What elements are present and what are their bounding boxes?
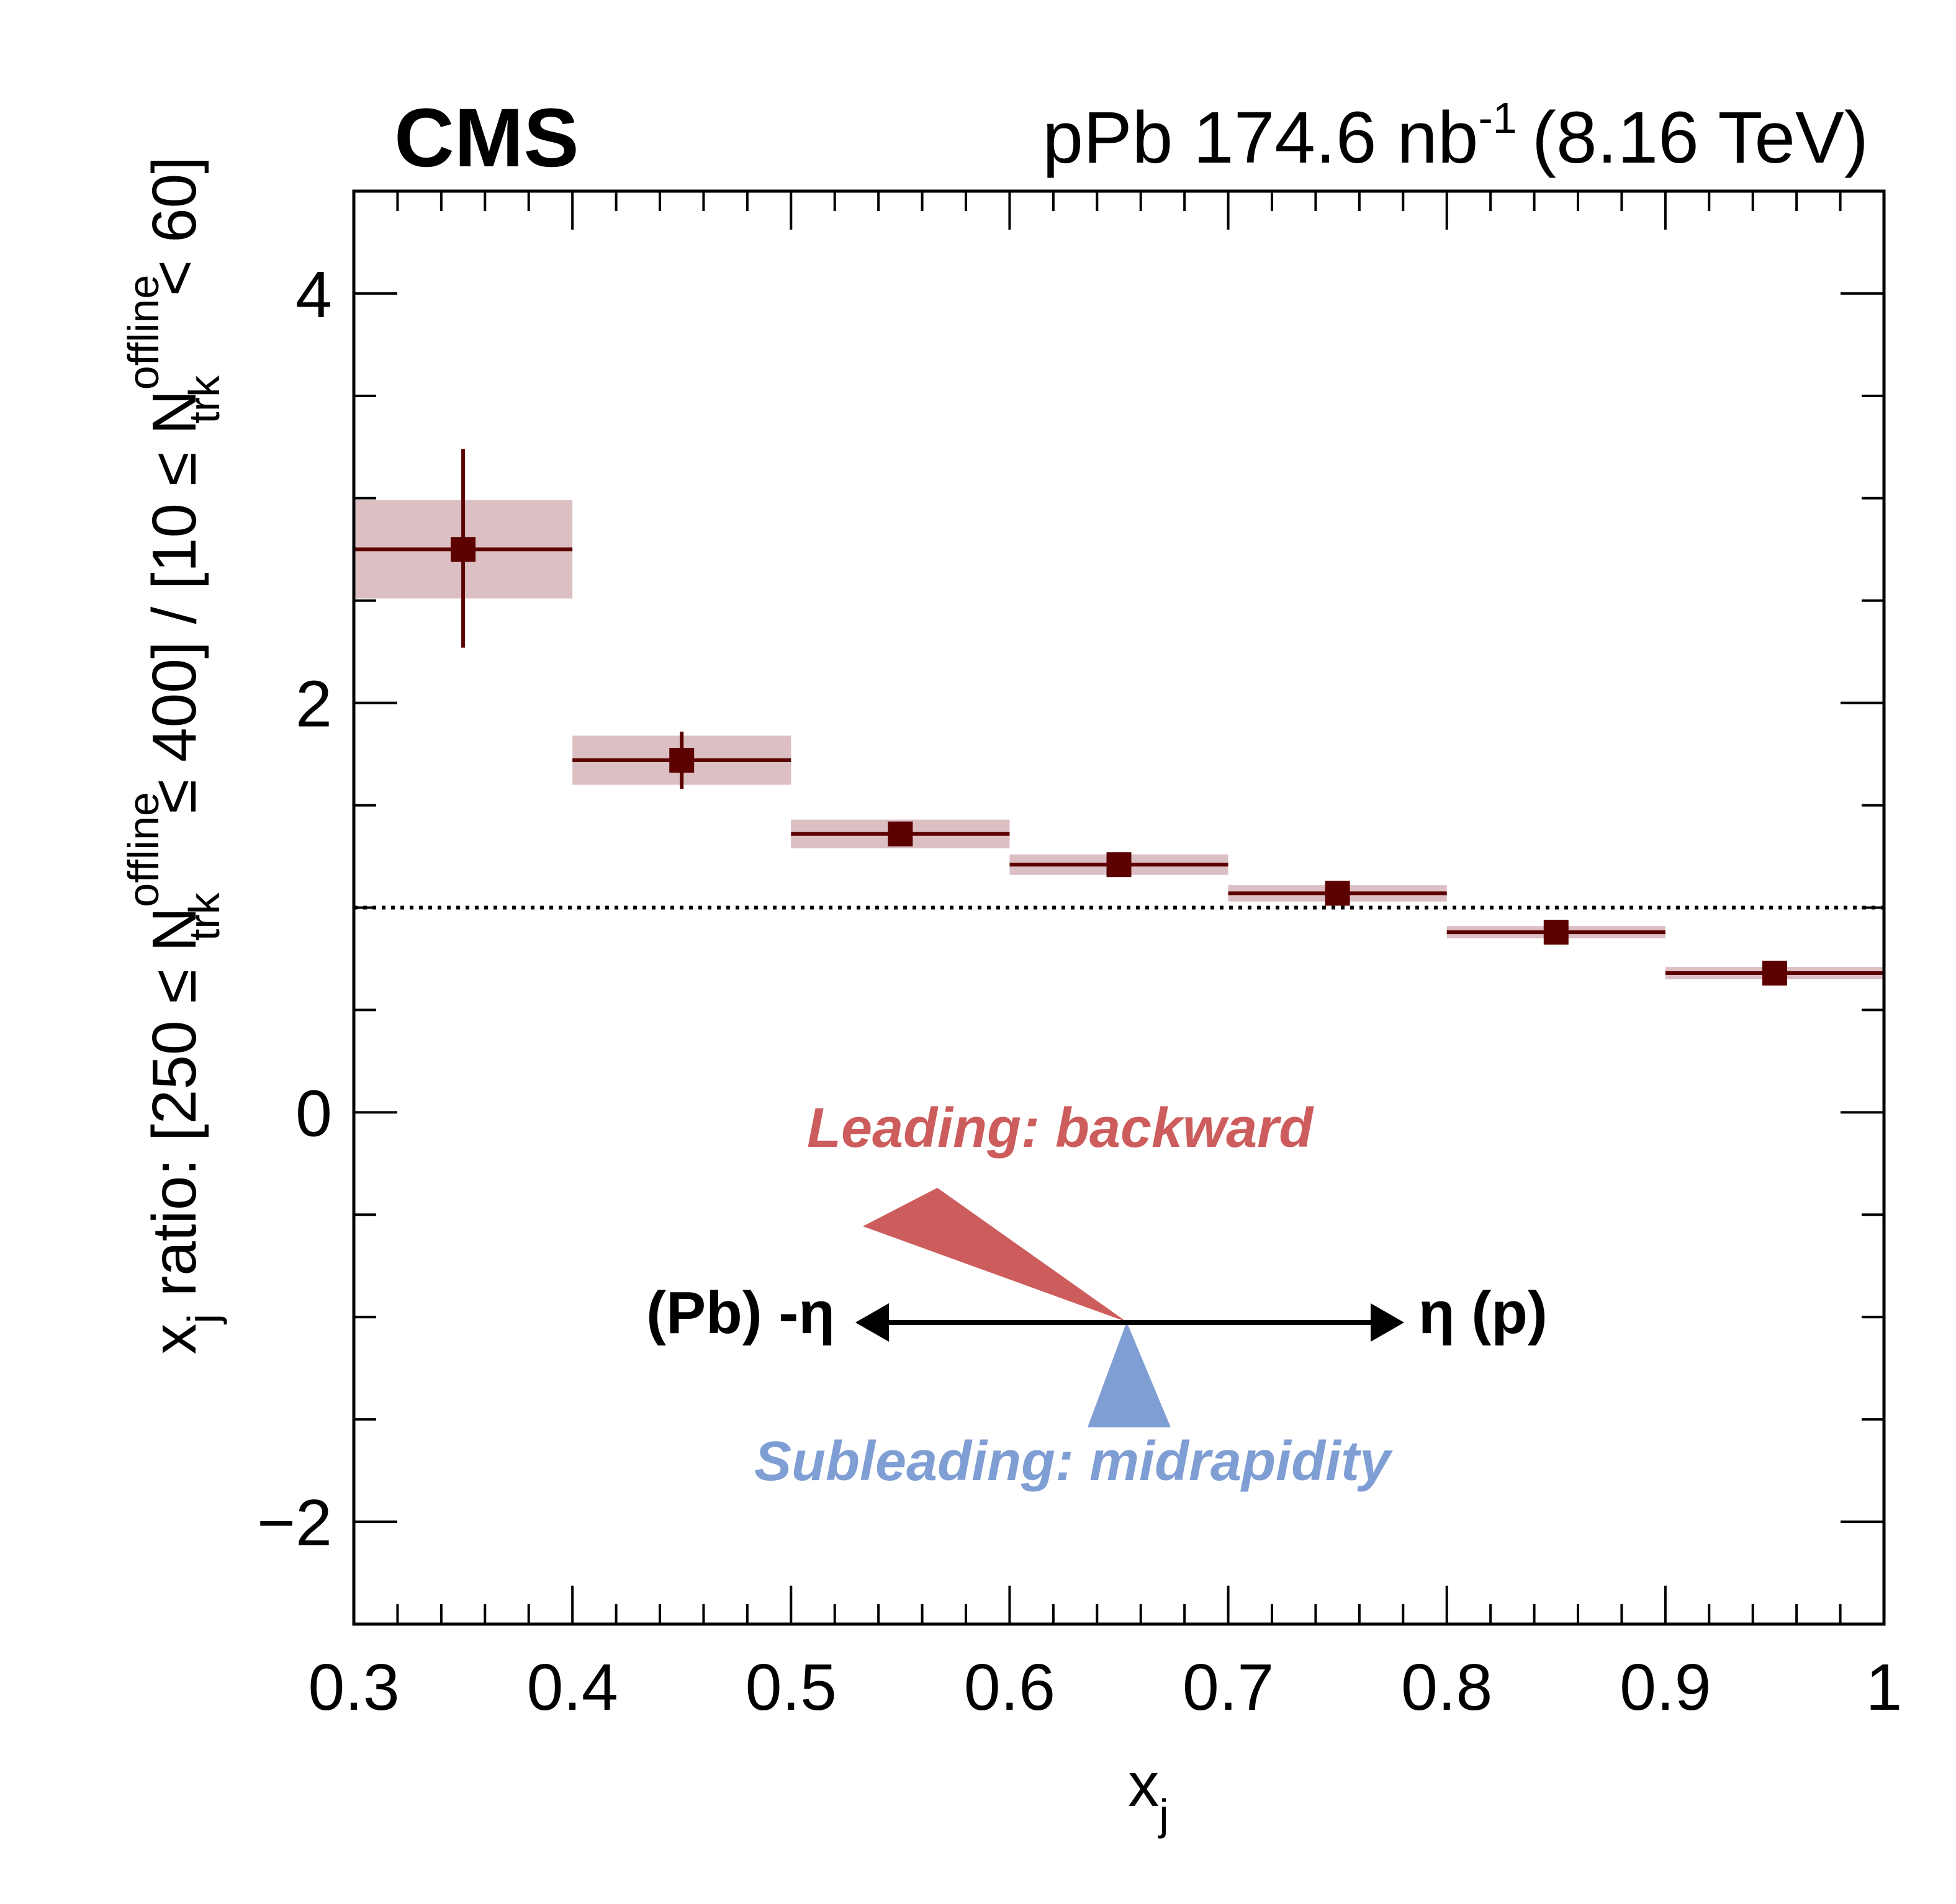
- pb-direction-label: (Pb) -η: [646, 1280, 835, 1346]
- x-tick-label-3: 0.6: [964, 1651, 1055, 1724]
- y-title-p3sup: offline: [119, 275, 168, 390]
- data-point-5: [1325, 881, 1350, 906]
- x-axis-title-sub: j: [1158, 1790, 1169, 1839]
- data-point-3: [888, 821, 913, 846]
- y-tick-label-1: 0: [295, 1077, 332, 1150]
- x-tick-label-4: 0.7: [1183, 1651, 1274, 1724]
- x-tick-label-2: 0.5: [746, 1651, 837, 1724]
- p-direction-label: η (p): [1418, 1280, 1548, 1346]
- header-lumi: pPb 174.6 nb: [1042, 97, 1478, 179]
- y-title-p2: ratio: [250 ≤ N: [140, 907, 209, 1314]
- leading-label: Leading: backward: [807, 1097, 1314, 1159]
- header-left: CMS: [394, 92, 579, 184]
- leading-wedge: [863, 1188, 1127, 1322]
- error-bars: [354, 449, 1884, 976]
- header-lumi-sup: -1: [1479, 94, 1517, 142]
- x-tick-label-1: 0.4: [526, 1651, 618, 1724]
- y-tick-label-0: −2: [257, 1486, 332, 1560]
- y-title-p4: < 60]: [140, 156, 209, 313]
- y-title-p3: ≤ 400] / [10 ≤ N: [140, 390, 209, 830]
- data-point-1: [451, 537, 476, 562]
- data-point-7: [1762, 961, 1787, 986]
- header-right: pPb 174.6 nb-1 (8.16 TeV): [1042, 94, 1868, 179]
- y-title-p1sub: j: [179, 1314, 227, 1325]
- y-title-p3sub: trk: [180, 375, 228, 424]
- data-point-6: [1543, 920, 1569, 945]
- y-title-p2sup: offline: [119, 792, 168, 907]
- subleading-label: Subleading: midrapidity: [754, 1430, 1393, 1493]
- header-energy: (8.16 TeV): [1532, 97, 1868, 179]
- arrow-left-icon: [855, 1303, 889, 1342]
- data-point-4: [1106, 852, 1132, 878]
- x-axis-title-main: x: [1128, 1750, 1159, 1820]
- x-tick-label-7: 1: [1866, 1651, 1903, 1724]
- tick-labels: 0.3 0.4 0.5 0.6 0.7 0.8 0.9 1 −2 0 2 4: [257, 258, 1902, 1724]
- y-tick-label-2: 2: [295, 668, 332, 741]
- y-title-p2sub: trk: [180, 892, 228, 941]
- subleading-wedge: [1088, 1322, 1171, 1427]
- data-point-2: [669, 748, 695, 773]
- y-title-p1: x: [140, 1323, 209, 1354]
- x-tick-label-0: 0.3: [308, 1651, 399, 1724]
- x-tick-label-5: 0.8: [1401, 1651, 1492, 1724]
- y-axis-title: xj ratio: [250 ≤ Nofflinetrk ≤ 400] / [1…: [119, 156, 228, 1354]
- arrow-right-icon: [1371, 1303, 1404, 1342]
- data-markers: [451, 537, 1787, 986]
- x-tick-label-6: 0.9: [1620, 1651, 1711, 1724]
- x-axis-title: xj: [1128, 1750, 1169, 1839]
- axis-ticks: [353, 190, 1885, 1625]
- y-tick-label-3: 4: [295, 258, 332, 331]
